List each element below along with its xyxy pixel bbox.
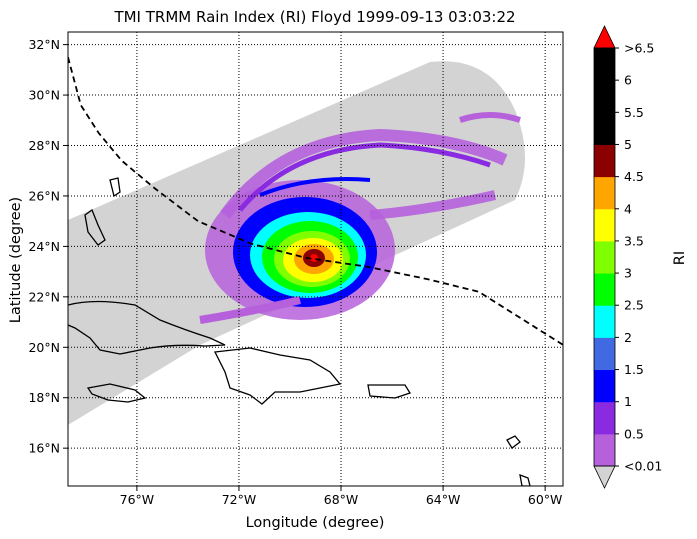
y-tick-label: 32°N [28, 37, 60, 52]
colorbar-swatch [594, 176, 615, 210]
colorbar-tick-label: 6 [624, 73, 632, 88]
colorbar-tick-label: 2 [624, 330, 632, 345]
colorbar-swatch [594, 273, 615, 306]
colorbar-tick-label: 1.5 [624, 362, 644, 377]
plot-frame [67, 31, 564, 487]
colorbar-frame [593, 47, 616, 467]
chart-title: TMI TRMM Rain Index (RI) Floyd 1999-09-1… [113, 8, 515, 26]
puerto-rico-outline [367, 384, 411, 399]
y-tick-label: 28°N [28, 138, 60, 153]
colorbar-swatch [594, 144, 615, 178]
rain-band-northeast [259, 177, 371, 197]
cuba-outline [68, 300, 226, 355]
colorbar-swatch [594, 208, 615, 242]
y-tick-label: 30°N [28, 88, 60, 103]
jamaica-outline [86, 383, 147, 403]
rain-patch-north [459, 112, 521, 123]
colorbar-label: RI [672, 251, 688, 265]
colorbar-swatch [594, 112, 615, 145]
x-ticks: 76°W 72°W 68°W 64°W 60°W [120, 486, 563, 507]
bahamas-abaco [109, 177, 121, 198]
y-tick-label: 24°N [28, 239, 60, 254]
outer-rain-band-east [369, 190, 497, 220]
colorbar-swatch [594, 240, 615, 274]
y-tick-label: 26°N [28, 188, 60, 203]
colorbar-swatch [594, 433, 615, 467]
colorbar-swatch [594, 337, 615, 371]
outer-rain-band-north-inner [238, 142, 491, 212]
x-tick-label: 60°W [528, 492, 563, 507]
y-tick-label: 20°N [28, 340, 60, 355]
x-tick-label: 64°W [426, 492, 461, 507]
colorbar-swatch [594, 369, 615, 403]
hispaniola-outline [214, 347, 342, 405]
leeward-islands [506, 435, 531, 486]
colorbar-swatch [594, 305, 615, 338]
colorbar-tick-label: <0.01 [624, 459, 662, 474]
colorbar-swatch [594, 80, 615, 113]
storm-rain-field [199, 112, 521, 324]
storm-track [68, 56, 563, 346]
x-axis-label: Longitude (degree) [246, 515, 385, 531]
colorbar-tick-label: 5 [624, 137, 632, 152]
colorbar: <0.01 0.5 1 1.5 2 2.5 3 3.5 4 4.5 5 5.5 6 >6.5 [593, 25, 662, 489]
bahamas-andros [84, 208, 106, 246]
colorbar-tick-label: 4 [624, 201, 632, 216]
colorbar-tick-label: 0.5 [624, 426, 644, 441]
colorbar-over-arrow [593, 25, 616, 49]
gridlines [68, 32, 563, 486]
coastlines [68, 177, 531, 486]
map-layer [68, 56, 563, 486]
colorbar-tick-label: 5.5 [624, 105, 644, 120]
outer-rain-band-north [220, 128, 508, 219]
y-axis-label: Latitude (degree) [8, 197, 24, 323]
colorbar-tick-label: 3.5 [624, 233, 644, 248]
colorbar-tick-label: 3 [624, 266, 632, 281]
y-tick-label: 16°N [28, 441, 60, 456]
colorbar-swatch [594, 401, 615, 435]
y-tick-label: 18°N [28, 390, 60, 405]
colorbar-swatch [594, 48, 615, 81]
colorbar-under-arrow [593, 465, 616, 489]
x-tick-label: 72°W [222, 492, 257, 507]
colorbar-tick-label: 1 [624, 394, 632, 409]
x-tick-label: 68°W [324, 492, 359, 507]
colorbar-tick-label: >6.5 [624, 41, 654, 56]
y-tick-label: 22°N [28, 289, 60, 304]
colorbar-tick-label: 4.5 [624, 169, 644, 184]
x-tick-label: 76°W [120, 492, 155, 507]
rain-patch-south [199, 296, 301, 324]
y-ticks: 16°N 18°N 20°N 22°N 24°N 26°N 28°N 30°N 32°N [28, 37, 68, 456]
colorbar-tick-label: 2.5 [624, 298, 644, 313]
